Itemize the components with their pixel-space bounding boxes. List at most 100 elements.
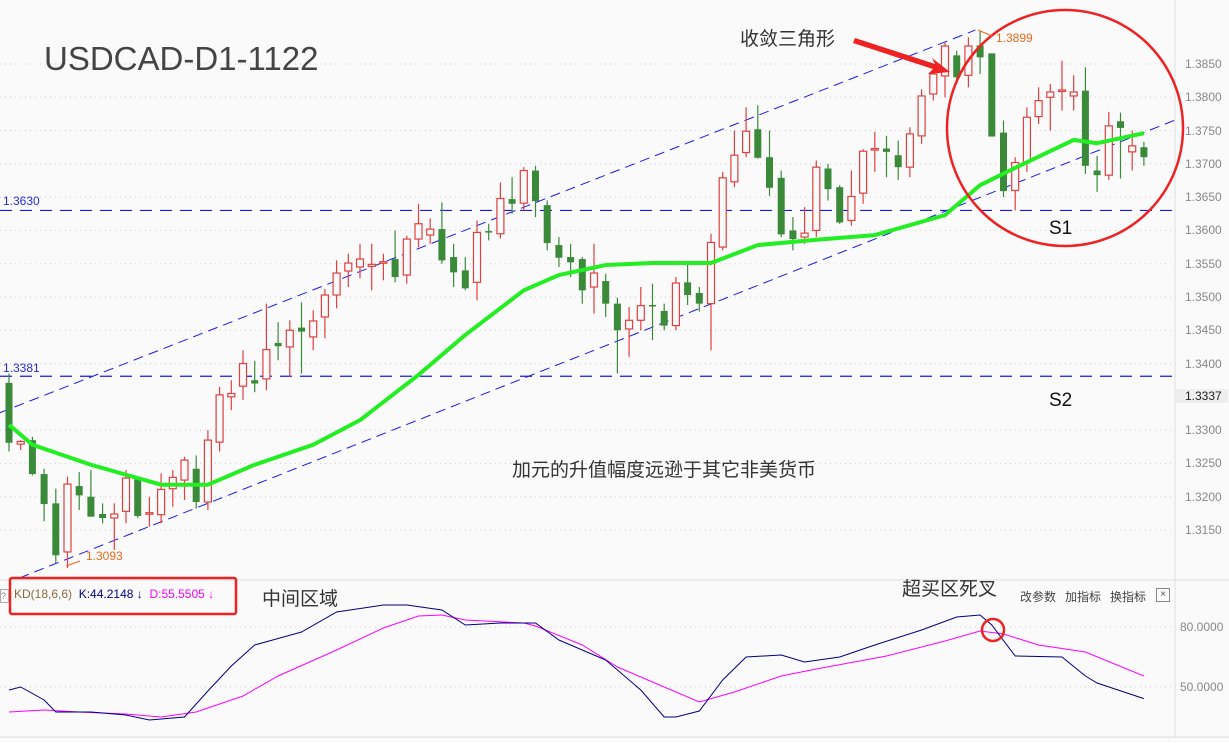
candle-down [543,205,551,244]
candle-down [251,380,259,384]
candle-up [1022,116,1032,163]
y-tick-label: 1.3700 [1185,156,1222,171]
candle-up [379,261,388,264]
candle-down [1000,132,1007,192]
candle-up [262,348,271,380]
candle-down [684,282,692,295]
d-value: D:55.5505 [149,587,205,601]
s2-label: S2 [1049,390,1073,411]
candle-up [285,329,294,348]
candle-up [414,223,423,240]
help-icon[interactable]: ? [0,589,9,603]
candle-down [461,270,469,289]
kd-name: KD(18,6,6) [14,587,73,601]
candle-up [940,45,950,77]
candle-up [215,394,224,443]
candle-up [1046,91,1055,98]
candle-down [450,257,458,273]
candle-up [496,197,505,235]
high-pointer [977,29,993,37]
y-tick-label: 1.3800 [1185,90,1222,105]
y-tick-label: 1.3450 [1185,323,1222,338]
d-line [8,614,1145,718]
candle-up [706,241,716,305]
candle-down [789,230,797,240]
candle-down [391,259,399,278]
candle-down [134,479,142,517]
y-tick-label: 1.3550 [1185,256,1222,271]
candle-up [812,166,821,232]
candle-up [402,238,411,276]
annotation-marks [8,8,1185,643]
close-icon[interactable]: × [1156,588,1170,602]
candle-down [1140,147,1148,158]
candle-down [894,155,902,168]
kd-tick-80: 80.0000 [1180,620,1224,634]
candle-down [274,342,282,347]
candle-up [344,262,353,272]
candle-down [649,304,656,307]
candle-up [145,512,154,515]
candle-up [800,232,809,238]
kd-legend-highlight [8,576,238,616]
candle-down [695,293,703,304]
candle-up [1104,125,1113,176]
candle-up [238,362,248,387]
candle-up [1128,145,1137,153]
y-tick-label: 1.3750 [1185,123,1222,138]
candle-up [636,305,645,321]
candle-up [110,513,119,519]
arrow-icon [853,38,950,74]
candle-up [426,228,435,236]
candle-down [1117,121,1124,128]
y-tick-label: 1.3150 [1185,522,1222,537]
candle-down [508,199,516,204]
triangle-annotation: 收敛三角形 [740,28,836,50]
low-price-label: 1.3093 [86,549,123,563]
candle-down [87,496,95,517]
candle-down [613,303,621,331]
y-tick-label: 1.3400 [1185,356,1222,371]
candle-down [1081,90,1089,166]
candle-down [75,486,83,496]
candle-down [953,55,961,78]
candle-up [180,459,189,481]
add-indicator-button[interactable]: 加指标 [1065,590,1102,604]
kd-legend: KD(18,6,6) K:44.2148 ↓ D:55.5505 ↓ [14,587,214,601]
candle-up [121,477,131,512]
candle-up [367,263,376,267]
overbought-cross-annotation: 超买区死叉 [902,578,998,600]
level-label-1: 1.3630 [3,194,40,208]
current-price-label: 1.3337 [1176,389,1228,403]
switch-indicator-button[interactable]: 换指标 [1110,590,1147,604]
candle-up [589,272,599,288]
candles [5,31,1148,568]
candle-up [730,154,739,183]
candle-down [777,177,785,235]
candle-up [718,177,727,248]
d-down-arrow-icon: ↓ [208,587,215,601]
candle-up [1011,161,1020,192]
candle-up [355,258,365,268]
kd-tick-50: 50.0000 [1180,680,1224,694]
channel-line [0,29,976,414]
candle-down [824,168,832,190]
low-pointer [65,560,81,567]
candle-up [519,169,528,204]
middle-zone-annotation: 中间区域 [262,588,339,610]
candle-down [988,53,996,137]
candle-down [5,382,13,443]
candle-up [671,282,681,327]
edit-params-button[interactable]: 改参数 [1020,590,1057,604]
y-tick-label: 1.3250 [1185,456,1222,471]
candle-up [1069,91,1078,97]
candle-up [63,483,72,553]
y-tick-label: 1.3650 [1185,190,1222,205]
candle-down [754,129,762,158]
support-levels [0,209,1175,377]
candle-up [1057,89,1067,93]
candle-up [332,272,341,296]
candle-up [905,133,915,168]
